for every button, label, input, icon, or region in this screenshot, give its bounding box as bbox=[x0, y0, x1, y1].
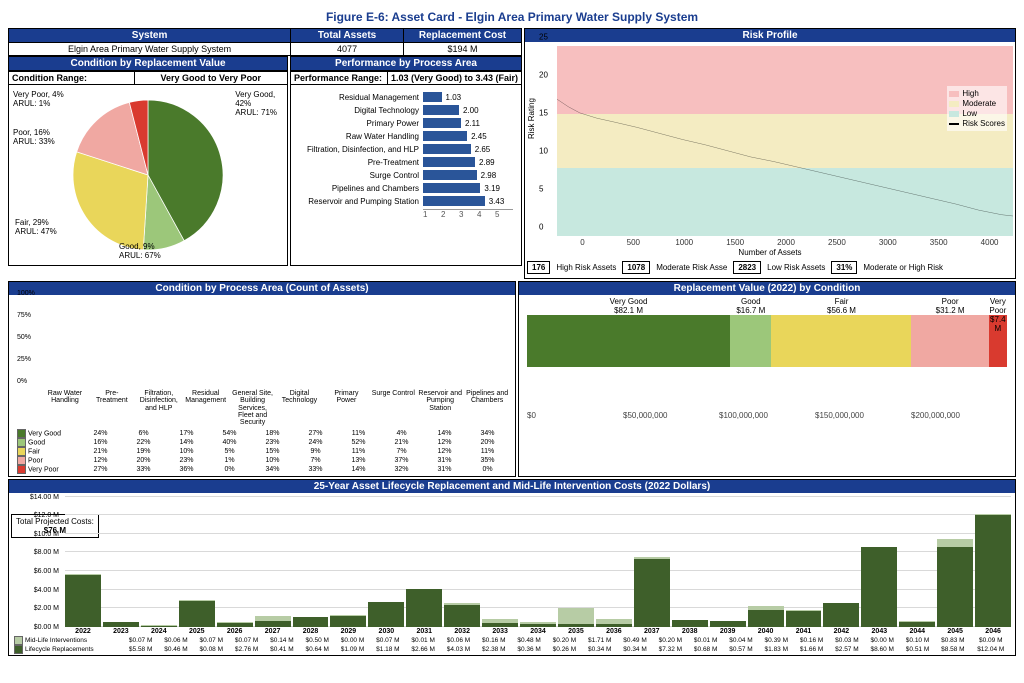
system-h: System bbox=[9, 29, 291, 43]
risk-pct-n: 31% bbox=[831, 261, 857, 274]
cpa-panel: Condition by Process Area (Count of Asse… bbox=[8, 281, 516, 477]
header-left: System Total Assets Replacement Cost Elg… bbox=[8, 28, 522, 56]
risk-mod-n: 1078 bbox=[622, 261, 650, 274]
risk-high-l: High Risk Assets bbox=[556, 263, 616, 272]
perf-range-val: 1.03 (Very Good) to 3.43 (Fair) bbox=[387, 72, 521, 85]
risk-legend: HighModerateLowRisk Scores bbox=[947, 86, 1007, 131]
rv-panel: Replacement Value (2022) by Condition Ve… bbox=[518, 281, 1016, 477]
risk-mod-l: Moderate Risk Asse bbox=[656, 263, 727, 272]
lc-year-labels: 2022202320242025202620272028202920302031… bbox=[65, 628, 1011, 635]
risk-low-n: 2823 bbox=[733, 261, 761, 274]
risk-xlabel: Number of Assets bbox=[525, 248, 1015, 257]
pie-lbl-good: Good, 9%ARUL: 67% bbox=[119, 243, 161, 261]
rv-stacked-bar: Very Good$82.1 MGood$16.7 MFair$56.6 MPo… bbox=[527, 315, 1007, 405]
cpa-category-labels: Raw Water HandlingPre-TreatmentFiltratio… bbox=[43, 390, 509, 427]
lc-panel: 25-Year Asset Lifecycle Replacement and … bbox=[8, 479, 1016, 656]
cond-range-lbl: Condition Range: bbox=[9, 72, 134, 85]
risk-title: Risk Profile bbox=[525, 29, 1015, 42]
cond-repl-title: Condition by Replacement Value bbox=[9, 56, 287, 71]
pie-lbl-poor: Poor, 16%ARUL: 33% bbox=[13, 129, 55, 147]
risk-chart: HighModerateLowRisk Scores 0510152025 bbox=[557, 46, 1013, 236]
perf-title: Performance by Process Area bbox=[291, 56, 521, 71]
total-assets-h: Total Assets bbox=[291, 29, 404, 43]
condition-pie-chart: Very Good,42%ARUL: 71% Good, 9%ARUL: 67%… bbox=[9, 85, 287, 265]
cpa-title: Condition by Process Area (Count of Asse… bbox=[9, 282, 515, 295]
system-v: Elgin Area Primary Water Supply System bbox=[9, 43, 291, 56]
row-2: Condition by Process Area (Count of Asse… bbox=[8, 281, 1016, 477]
pie-lbl-vp: Very Poor, 4%ARUL: 1% bbox=[13, 91, 64, 109]
rv-title: Replacement Value (2022) by Condition bbox=[519, 282, 1015, 295]
risk-panel: Risk Profile Risk Rating HighModerateLow… bbox=[524, 28, 1016, 279]
total-assets-v: 4077 bbox=[291, 43, 404, 56]
perf-range-lbl: Performance Range: bbox=[291, 72, 387, 85]
rv-xaxis: $0$50,000,000$100,000,000$150,000,000$20… bbox=[527, 411, 1007, 420]
lc-title: 25-Year Asset Lifecycle Replacement and … bbox=[9, 480, 1015, 493]
header-row: System Total Assets Replacement Cost Elg… bbox=[8, 28, 1016, 279]
risk-low-l: Low Risk Assets bbox=[767, 263, 825, 272]
risk-ylabel: Risk Rating bbox=[527, 98, 536, 139]
risk-xaxis: 05001000150020002500300035004000 bbox=[557, 238, 1015, 247]
cpa-data-table: Very Good24%6%17%54%18%27%11%4%14%34%Goo… bbox=[15, 429, 509, 474]
repl-cost-v: $194 M bbox=[404, 43, 522, 56]
cond-range-val: Very Good to Very Poor bbox=[134, 72, 287, 85]
lc-bars: $0.00 M$2.00 M$4.00 M$6.00 M$8.00 M$10.0… bbox=[65, 497, 1011, 627]
risk-summary: 176 High Risk Assets 1078 Moderate Risk … bbox=[527, 261, 1013, 274]
pie-lbl-vg: Very Good,42%ARUL: 71% bbox=[235, 91, 277, 117]
pie-lbl-fair: Fair, 29%ARUL: 47% bbox=[15, 219, 57, 237]
lc-data-table: Mid-Life Interventions$0.07 M$0.06 M$0.0… bbox=[13, 636, 1011, 654]
cpa-stacked-bars bbox=[43, 299, 509, 389]
risk-pct-l: Moderate or High Risk bbox=[863, 263, 943, 272]
perf-bars: Residual Management1.03Digital Technolog… bbox=[291, 85, 521, 223]
repl-cost-h: Replacement Cost bbox=[404, 29, 522, 43]
figure-title: Figure E-6: Asset Card - Elgin Area Prim… bbox=[8, 10, 1016, 24]
risk-high-n: 176 bbox=[527, 261, 550, 274]
